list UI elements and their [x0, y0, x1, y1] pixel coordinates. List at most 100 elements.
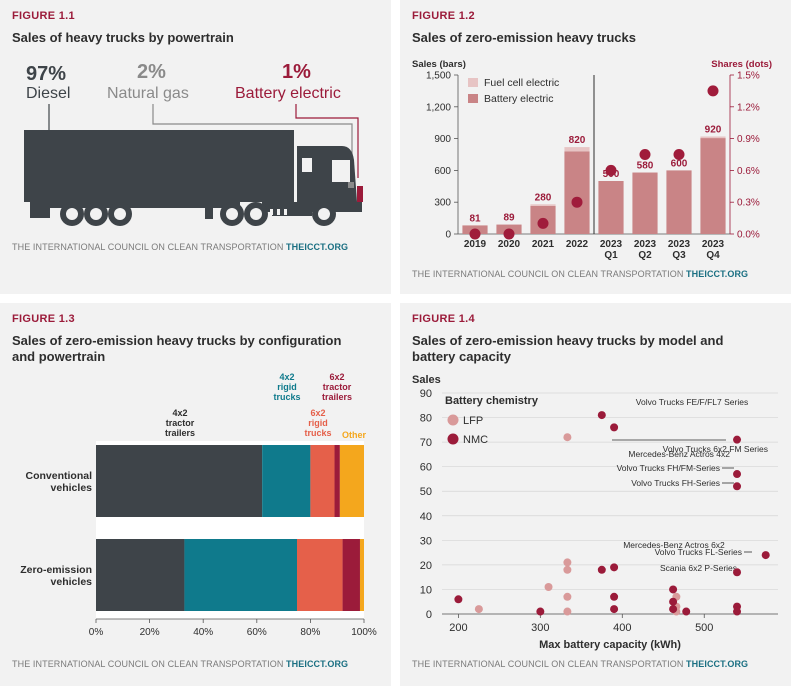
- lfp-point: [563, 592, 572, 601]
- figure-number: FIGURE 1.1: [12, 10, 75, 22]
- x-tick-label: Q2: [638, 250, 652, 261]
- row-label: vehicles: [51, 482, 93, 494]
- model-annotation: Mercedes-Benz Actros 4x2: [628, 449, 730, 459]
- row-label: vehicles: [51, 576, 93, 588]
- bar-total-label: 280: [535, 192, 552, 203]
- bar-total-label: 600: [671, 158, 688, 169]
- model-annotation: Volvo Trucks 6x2 FM Series: [663, 444, 768, 454]
- y-tick-label: 600: [434, 166, 451, 177]
- x-tick-label: 2020: [498, 239, 521, 250]
- x-tick-label: Q3: [672, 250, 686, 261]
- x-tick-label: 2019: [464, 239, 487, 250]
- legend-title: Battery chemistry: [445, 395, 539, 407]
- truck-powertrain-graphic: 97% Diesel 2% Natural gas 1% Battery ele…: [24, 61, 363, 226]
- x-tick-label: 100%: [351, 627, 377, 638]
- segment-label: trucks: [304, 428, 331, 438]
- nmc-point: [536, 607, 545, 616]
- bar-fuel-cell: [530, 204, 556, 206]
- figure-title: Sales of zero-emission heavy trucks: [412, 30, 636, 45]
- y-tick-label: 70: [420, 437, 432, 449]
- y-tick-label: 10: [420, 584, 432, 596]
- lfp-point: [563, 433, 572, 442]
- nmc-point: [454, 595, 463, 604]
- footer-site: THEICCT.ORG: [686, 269, 749, 279]
- segment-label: 4x2: [279, 372, 294, 382]
- bar-fuel-cell: [700, 136, 726, 139]
- nmc-point: [610, 605, 619, 614]
- figure-title: Sales of heavy trucks by powertrain: [12, 30, 234, 45]
- bar-battery-electric: [700, 138, 726, 234]
- bar-segment: [96, 445, 263, 517]
- left-axis-title: Sales (bars): [412, 59, 466, 70]
- figure-1-4-panel: FIGURE 1.4 Sales of zero-emission heavy …: [400, 303, 791, 686]
- y-tick-label: 300: [434, 198, 451, 209]
- x-tick-label: 60%: [247, 627, 267, 638]
- y-axis-title: Sales: [412, 374, 441, 386]
- figure-number: FIGURE 1.3: [12, 313, 75, 325]
- nmc-point: [669, 597, 678, 606]
- share-dot: [639, 149, 651, 160]
- figure-footer: THE INTERNATIONAL COUNCIL ON CLEAN TRANS…: [412, 659, 748, 669]
- battery-electric-part: [357, 186, 363, 202]
- bar-segment: [96, 539, 185, 611]
- nmc-point: [610, 592, 619, 601]
- legend-swatch-fuel-cell: [468, 78, 478, 87]
- nmc-point: [669, 585, 678, 594]
- share-dot: [707, 85, 719, 97]
- figure-title: Sales of zero-emission heavy trucks by m…: [412, 333, 723, 365]
- bar-segment: [184, 539, 297, 611]
- nmc-point: [610, 423, 619, 432]
- bar-fuel-cell: [564, 147, 590, 152]
- figure-footer: THE INTERNATIONAL COUNCIL ON CLEAN TRANS…: [12, 242, 348, 252]
- bar-segment: [334, 445, 340, 517]
- bar-segment: [342, 539, 360, 611]
- zev-sales-chart: Sales (bars) Shares (dots) 0 300 600 900 1,200…: [412, 59, 772, 261]
- y-tick-label: 1,200: [426, 102, 451, 113]
- right-axis-title: Shares (dots): [711, 59, 772, 70]
- nmc-point: [733, 568, 742, 577]
- title-line-1: Sales of zero-emission heavy trucks by m…: [412, 333, 724, 348]
- figure-1-2-panel: FIGURE 1.2 Sales of zero-emission heavy …: [400, 0, 791, 294]
- footer-org: THE INTERNATIONAL COUNCIL ON CLEAN TRANS…: [412, 269, 684, 279]
- diesel-share-label: 97%: [26, 63, 66, 85]
- x-tick-label: 20%: [140, 627, 160, 638]
- y-tick-label: 20: [420, 560, 432, 572]
- bar-total-label: 89: [503, 213, 515, 224]
- bar-segment: [359, 539, 364, 611]
- bar-total-label: 820: [569, 135, 586, 146]
- footer-site: THEICCT.ORG: [686, 659, 749, 669]
- y2-tick-label: 0.6%: [737, 166, 760, 177]
- x-tick-label: 2023: [600, 239, 623, 250]
- x-tick-label: 2021: [532, 239, 555, 250]
- x-tick-label: Q4: [706, 250, 720, 261]
- share-dot: [469, 228, 481, 240]
- segment-label: 6x2: [310, 408, 325, 418]
- footer-org: THE INTERNATIONAL COUNCIL ON CLEAN TRANS…: [12, 242, 284, 252]
- battery-electric-share-label: 1%: [282, 61, 311, 83]
- figure-footer: THE INTERNATIONAL COUNCIL ON CLEAN TRANS…: [12, 659, 348, 669]
- nmc-point: [733, 607, 742, 616]
- x-tick-label: 80%: [300, 627, 320, 638]
- bar-total-label: 920: [705, 124, 722, 135]
- truck-details: [66, 158, 350, 220]
- x-tick-label: 0%: [89, 627, 104, 638]
- segment-label: trailers: [322, 392, 352, 402]
- model-annotation: Mercedes-Benz Actros 6x2: [623, 540, 725, 550]
- bar-total-label: 81: [469, 213, 481, 224]
- nmc-point: [733, 435, 742, 444]
- x-tick-label: 400: [613, 622, 631, 634]
- share-dot: [571, 196, 583, 208]
- bar-battery-electric: [598, 181, 624, 234]
- bar-segment: [310, 445, 335, 517]
- legend-swatch-battery-electric: [468, 94, 478, 103]
- x-tick-label: 300: [531, 622, 549, 634]
- battery-capacity-scatter: Sales 0 10 20 30 40 50 60 70 80 90 200 300 400 500 Max …: [412, 374, 778, 651]
- bar-battery-electric: [564, 151, 590, 234]
- segment-label: 6x2: [329, 372, 344, 382]
- figure-number: FIGURE 1.2: [412, 10, 475, 22]
- title-line-1: Sales of zero-emission heavy trucks by c…: [12, 333, 342, 348]
- battery-electric-label: Battery electric: [235, 85, 341, 102]
- lfp-point: [474, 605, 483, 614]
- segment-label: trailers: [165, 428, 195, 438]
- diesel-label: Diesel: [26, 85, 70, 102]
